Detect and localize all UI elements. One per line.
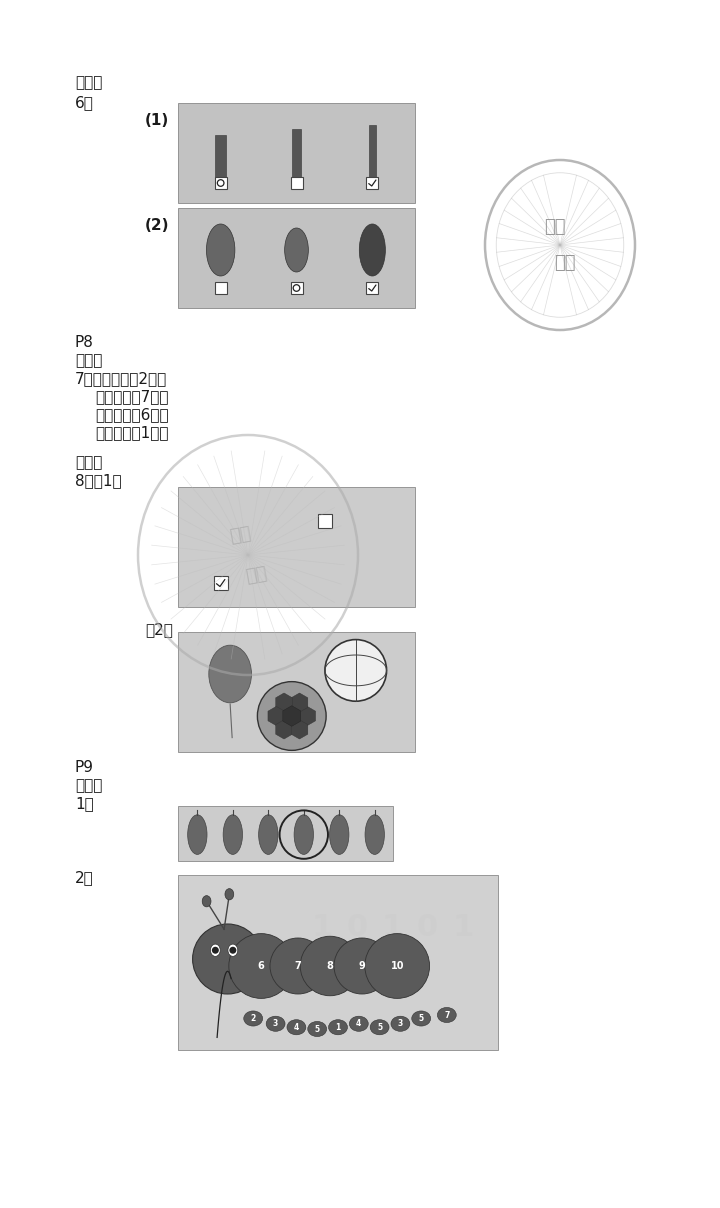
Bar bbox=[178, 632, 415, 753]
Bar bbox=[178, 875, 498, 1050]
Circle shape bbox=[325, 639, 387, 701]
Text: 樱桃住在（6）号: 樱桃住在（6）号 bbox=[95, 407, 168, 422]
Text: (2): (2) bbox=[145, 217, 169, 233]
Bar bbox=[214, 576, 228, 590]
Ellipse shape bbox=[349, 1016, 368, 1032]
Text: 3: 3 bbox=[273, 1020, 278, 1028]
Bar bbox=[318, 513, 332, 528]
Ellipse shape bbox=[258, 815, 278, 854]
Circle shape bbox=[270, 937, 326, 994]
Text: 1: 1 bbox=[382, 913, 403, 942]
Ellipse shape bbox=[266, 1016, 285, 1032]
Ellipse shape bbox=[307, 1022, 327, 1036]
Text: 作业: 作业 bbox=[554, 254, 576, 272]
Text: 2: 2 bbox=[251, 1014, 256, 1023]
Text: 左栏：: 左栏： bbox=[75, 353, 102, 368]
Text: 0: 0 bbox=[346, 913, 368, 942]
Text: 8、（1）: 8、（1） bbox=[75, 474, 122, 488]
Ellipse shape bbox=[330, 815, 349, 854]
Text: 桃子住在（1）号: 桃子住在（1）号 bbox=[95, 425, 168, 440]
Ellipse shape bbox=[359, 223, 385, 275]
Text: 0: 0 bbox=[417, 913, 438, 942]
Text: 1: 1 bbox=[452, 913, 474, 942]
Bar bbox=[178, 103, 415, 203]
Bar bbox=[178, 806, 393, 861]
Text: 10: 10 bbox=[390, 962, 404, 971]
Ellipse shape bbox=[225, 889, 234, 900]
Text: 5: 5 bbox=[418, 1014, 424, 1023]
Bar bbox=[178, 487, 415, 606]
Ellipse shape bbox=[284, 228, 308, 272]
Text: 4: 4 bbox=[356, 1020, 361, 1028]
Bar bbox=[215, 178, 227, 188]
Ellipse shape bbox=[244, 1011, 263, 1026]
Bar bbox=[369, 124, 376, 181]
Bar bbox=[178, 208, 415, 308]
Bar bbox=[290, 178, 302, 188]
Text: 1: 1 bbox=[336, 1023, 341, 1032]
Ellipse shape bbox=[209, 645, 251, 703]
Ellipse shape bbox=[223, 815, 243, 854]
Text: 7: 7 bbox=[294, 962, 302, 971]
Text: 2、: 2、 bbox=[75, 870, 94, 885]
Text: 6: 6 bbox=[258, 962, 264, 971]
Ellipse shape bbox=[412, 1011, 431, 1026]
Circle shape bbox=[229, 934, 294, 998]
Text: 7、草莓住在（2）号: 7、草莓住在（2）号 bbox=[75, 371, 167, 387]
Circle shape bbox=[300, 936, 360, 995]
Bar bbox=[292, 129, 301, 181]
Ellipse shape bbox=[228, 945, 238, 957]
Text: 1: 1 bbox=[311, 913, 333, 942]
Bar bbox=[366, 281, 378, 294]
Text: 右栏：: 右栏： bbox=[75, 75, 102, 91]
Bar bbox=[290, 281, 302, 294]
Text: 快对: 快对 bbox=[228, 524, 252, 546]
Bar bbox=[215, 281, 227, 294]
Ellipse shape bbox=[202, 895, 211, 907]
Ellipse shape bbox=[328, 1020, 348, 1035]
Circle shape bbox=[334, 937, 390, 994]
Text: 1、: 1、 bbox=[75, 796, 94, 811]
Ellipse shape bbox=[188, 815, 207, 854]
Bar bbox=[366, 178, 378, 188]
Text: P8: P8 bbox=[75, 335, 94, 350]
Text: 快对: 快对 bbox=[544, 217, 566, 236]
Circle shape bbox=[193, 924, 263, 994]
Text: 8: 8 bbox=[327, 962, 333, 971]
Text: (1): (1) bbox=[145, 114, 169, 128]
Ellipse shape bbox=[391, 1016, 410, 1032]
Text: 3: 3 bbox=[397, 1020, 403, 1028]
Text: 5: 5 bbox=[377, 1023, 382, 1032]
Text: 左栏：: 左栏： bbox=[75, 778, 102, 792]
Ellipse shape bbox=[210, 945, 220, 957]
Text: 橙子住在（7）号: 橙子住在（7）号 bbox=[95, 389, 168, 403]
Ellipse shape bbox=[287, 1020, 306, 1035]
Text: 6、: 6、 bbox=[75, 95, 94, 110]
Text: 9: 9 bbox=[359, 962, 365, 971]
Ellipse shape bbox=[437, 1007, 456, 1022]
Circle shape bbox=[230, 947, 236, 954]
Circle shape bbox=[212, 947, 219, 954]
Text: 7: 7 bbox=[444, 1011, 449, 1020]
Circle shape bbox=[365, 934, 430, 998]
Text: 作业: 作业 bbox=[244, 564, 268, 586]
Ellipse shape bbox=[370, 1020, 389, 1035]
Text: 5: 5 bbox=[315, 1024, 320, 1034]
Ellipse shape bbox=[207, 223, 235, 275]
Ellipse shape bbox=[294, 815, 313, 854]
Text: （2）: （2） bbox=[145, 622, 173, 637]
Bar bbox=[215, 135, 226, 181]
Text: 右栏：: 右栏： bbox=[75, 455, 102, 470]
Ellipse shape bbox=[365, 815, 384, 854]
Circle shape bbox=[257, 681, 326, 750]
Text: 4: 4 bbox=[294, 1023, 299, 1032]
Text: P9: P9 bbox=[75, 760, 94, 776]
